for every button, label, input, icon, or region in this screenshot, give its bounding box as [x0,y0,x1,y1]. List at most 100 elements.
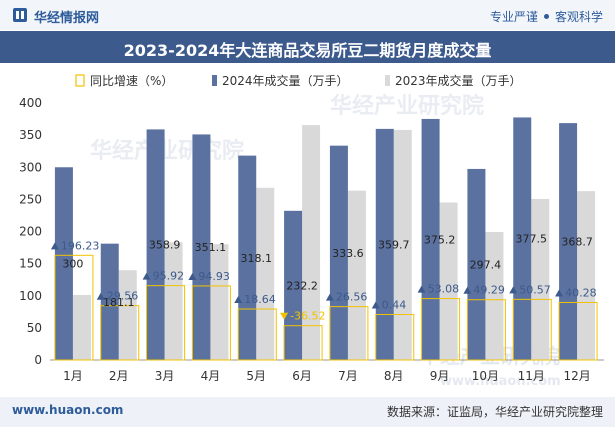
bar-2024-value-label: 232.2 [286,279,318,292]
bar-2024 [192,134,211,360]
bar-2024-value-label: 318.1 [241,252,273,265]
growth-value-label: 49.29 [473,284,505,297]
growth-marker [466,299,506,361]
y-tick-label: 300 [19,160,42,174]
bar-2024 [284,210,303,360]
bar-2023 [164,242,183,360]
up-arrow-icon [234,296,243,304]
up-arrow-icon [142,272,151,280]
bar-2024-value-label: 358.9 [149,239,181,252]
y-tick-label: 250 [19,192,42,206]
tagline: 专业严谨 客观科学 [490,8,603,25]
x-tick-label: 12月 [563,369,590,383]
growth-marker [375,314,415,361]
watermark-text: 华经产业研究院 [90,138,244,164]
up-arrow-icon [555,289,564,297]
legend-growth-swatch [75,74,85,87]
legend-growth-label: 同比增速（%） [90,74,173,88]
bar-2024 [559,123,578,360]
growth-value-label: 29.56 [107,290,139,303]
y-tick-label: 200 [19,225,42,239]
legend-2024-label: 2024年成交量（万手） [222,73,349,88]
bar-2023 [118,270,137,360]
bar-2023 [485,232,504,360]
x-tick-label: 3月 [155,369,175,383]
y-tick-label: 350 [19,128,42,142]
bar-2023 [393,129,412,360]
y-tick-label: 150 [19,257,42,271]
bar-2024-value-label: 377.5 [516,233,548,246]
bar-2024-value-label: 368.7 [561,236,593,249]
y-tick-label: 50 [27,321,42,335]
growth-marker [421,298,461,361]
growth-marker [283,325,323,361]
x-tick-label: 8月 [384,369,404,383]
bar-2024-value-label: 297.4 [470,258,502,271]
x-tick-label: 4月 [201,369,221,383]
footer-bar: www.huaon.com 数据来源：证监局，华经产业研究院整理 [0,397,615,427]
x-tick-label: 6月 [292,369,312,383]
growth-value-label: 95.92 [153,270,185,283]
growth-marker [54,254,94,361]
growth-marker [329,306,369,361]
bar-2024 [100,243,119,360]
growth-marker [100,305,140,361]
bar-2024 [146,129,165,360]
legend-2023-swatch [385,75,390,86]
up-arrow-icon [188,272,197,280]
y-tick-label: 0 [34,353,42,367]
x-tick-label: 2月 [109,369,129,383]
up-arrow-icon [96,292,105,300]
bar-2023 [256,187,275,360]
growth-marker [558,301,598,361]
chart-title: 2023-2024年大连商品交易所豆二期货月度成交量 [123,41,492,60]
bar-2024-value-label: 351.1 [195,241,227,254]
chart: 华经产业研究院华经产业研究院华经产业研究院www.huaon.com同比增速（%… [19,73,604,389]
footer-source: 数据来源：证监局，华经产业研究院整理 [386,405,603,419]
up-arrow-icon [417,285,426,293]
separator-dot-icon [543,14,549,19]
bar-2023 [72,294,91,360]
bar-2024-value-label: 300 [62,258,83,271]
bar-2023 [531,198,550,360]
growth-marker [237,308,277,361]
growth-value-label: 53.08 [428,283,460,296]
watermark-url: www.huaon.com [440,374,561,389]
up-arrow-icon [509,286,518,294]
top-bar: 华经情报网 专业严谨 客观科学 [0,0,615,30]
bar-2024-value-label: 333.6 [332,247,364,260]
bar-2024 [375,128,394,360]
tagline-1: 专业严谨 [489,10,538,24]
legend-2023-label: 2023年成交量（万手） [395,73,522,88]
growth-value-label: 0.44 [382,299,407,312]
tagline-2: 客观科学 [554,10,603,24]
bar-2023 [347,190,366,360]
growth-value-label: 196.23 [61,239,100,252]
growth-value-label: -36.52 [290,310,325,323]
growth-marker [512,298,552,361]
x-tick-label: 11月 [518,369,545,383]
bar-2024 [54,167,73,360]
up-arrow-icon [371,301,380,309]
x-tick-label: 9月 [430,369,450,383]
x-tick-label: 7月 [338,369,358,383]
growth-value-label: 50.57 [519,283,551,296]
x-tick-label: 10月 [472,369,499,383]
footer-site: www.huaon.com [12,403,124,417]
brand-name: 华经情报网 [34,11,100,26]
growth-value-label: 40.28 [565,286,597,299]
x-tick-label: 5月 [246,369,266,383]
brand-logo-icon [13,8,27,22]
title-bar: 2023-2024年大连商品交易所豆二期货月度成交量 [0,31,615,63]
up-arrow-icon [463,286,472,294]
down-arrow-icon [280,312,289,320]
bar-2024 [467,168,486,360]
y-tick-label: 100 [19,289,42,303]
bar-2024-value-label: 359.7 [378,238,410,251]
bar-2023 [302,125,321,360]
up-arrow-icon [50,242,59,250]
up-arrow-icon [325,293,334,301]
y-tick-label: 400 [19,96,42,110]
growth-marker [191,285,231,361]
